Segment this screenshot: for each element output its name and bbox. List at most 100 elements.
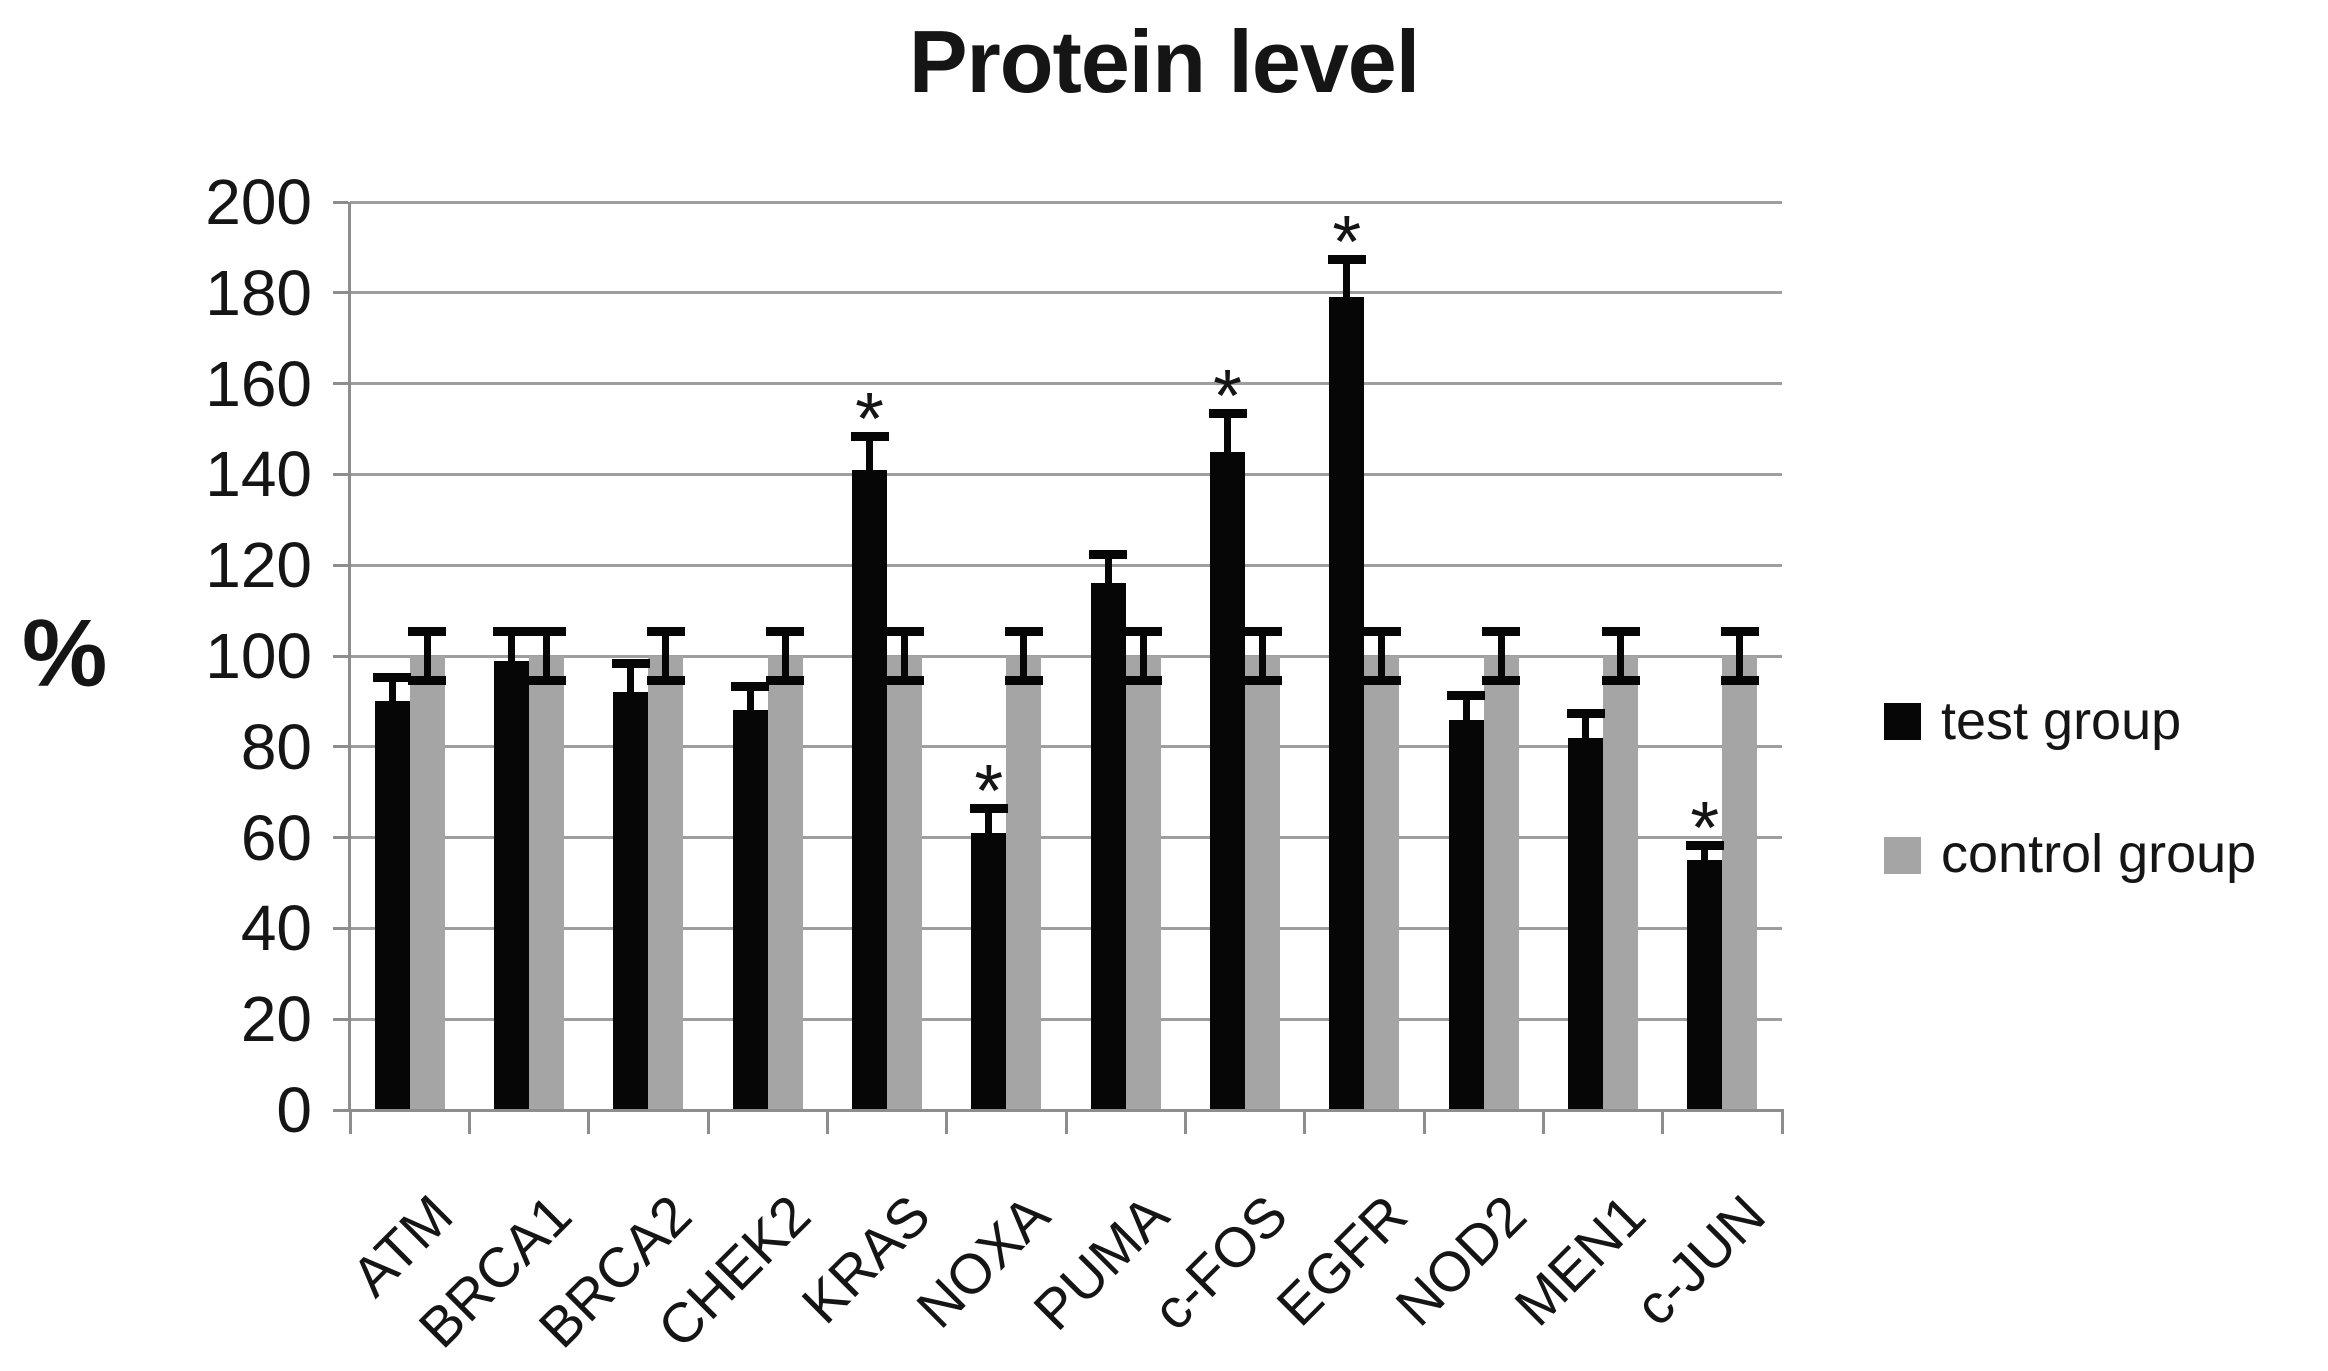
error-cap-top-control-BRCA2 xyxy=(646,627,685,637)
error-cap-bottom-control-BRCA2 xyxy=(646,675,685,685)
bar-test-NOD2 xyxy=(1448,719,1484,1110)
y-tick-label-140: 140 xyxy=(205,438,312,511)
error-stem-test-ATM xyxy=(388,678,396,702)
y-axis-tick-80 xyxy=(333,745,348,749)
error-cap-bottom-control-c-JUN xyxy=(1720,675,1759,685)
bar-control-BRCA1 xyxy=(529,656,564,1110)
bar-test-MEN1 xyxy=(1568,737,1603,1110)
x-axis-line xyxy=(348,1109,1784,1112)
y-tick-label-200: 200 xyxy=(205,166,312,238)
error-cap-bottom-control-NOD2 xyxy=(1482,675,1521,685)
gridline-120 xyxy=(350,563,1782,567)
y-axis-line xyxy=(348,202,351,1110)
x-axis-tick-9 xyxy=(1422,1110,1426,1134)
x-label-text-c-FOS: c-FOS xyxy=(1140,1182,1300,1342)
error-cap-bottom-control-ATM xyxy=(408,675,447,685)
bar-test-KRAS xyxy=(852,469,887,1110)
x-label-text-KRAS: KRAS xyxy=(789,1182,942,1336)
error-stem-test-NOD2 xyxy=(1462,696,1470,720)
control-group-swatch-icon xyxy=(1884,836,1921,874)
bar-control-KRAS xyxy=(887,656,922,1110)
y-axis-tick-40 xyxy=(333,926,348,930)
error-cap-top-control-ATM xyxy=(408,627,447,637)
error-cap-top-control-BRCA1 xyxy=(527,627,566,637)
bar-test-BRCA1 xyxy=(494,660,529,1110)
x-axis-tick-0 xyxy=(348,1110,352,1134)
bar-test-CHEK2 xyxy=(732,710,768,1110)
significance-star-c-JUN: * xyxy=(1690,785,1720,869)
error-stem-control-c-FOS xyxy=(1259,633,1266,679)
error-cap-top-control-CHEK2 xyxy=(766,627,805,637)
error-stem-control-PUMA xyxy=(1139,633,1147,679)
significance-star-EGFR: * xyxy=(1332,200,1362,284)
error-cap-top-control-KRAS xyxy=(885,627,924,637)
error-cap-top-test-KRAS xyxy=(850,432,889,442)
error-stem-test-KRAS xyxy=(866,438,873,470)
bar-test-c-FOS xyxy=(1210,451,1245,1110)
bar-control-NOXA xyxy=(1006,656,1042,1110)
gridline-200 xyxy=(350,200,1782,204)
error-stem-control-KRAS xyxy=(901,633,908,679)
x-axis-tick-11 xyxy=(1661,1110,1665,1134)
x-axis-tick-2 xyxy=(587,1110,591,1134)
error-stem-test-NOXA xyxy=(985,810,993,834)
y-axis-tick-0 xyxy=(333,1108,348,1112)
significance-star-NOXA: * xyxy=(974,749,1004,833)
y-axis-title: % xyxy=(22,600,108,707)
gridline-160 xyxy=(350,382,1782,386)
legend: test group control group xyxy=(1884,691,2256,885)
error-cap-top-test-EGFR xyxy=(1327,255,1366,265)
error-stem-control-BRCA2 xyxy=(662,633,670,679)
x-label-text-c-JUN: c-JUN xyxy=(1622,1182,1777,1338)
bar-control-EGFR xyxy=(1364,656,1400,1110)
error-cap-bottom-control-EGFR xyxy=(1362,675,1401,685)
error-stem-control-EGFR xyxy=(1378,633,1386,679)
x-label-text-EGFR: EGFR xyxy=(1264,1182,1419,1338)
y-axis-tick-160 xyxy=(333,382,348,386)
x-label-text-NOD2: NOD2 xyxy=(1383,1182,1539,1338)
error-cap-bottom-control-KRAS xyxy=(885,675,924,685)
y-tick-label-20: 20 xyxy=(240,983,312,1056)
test-group-swatch-icon xyxy=(1884,703,1921,741)
error-cap-top-test-MEN1 xyxy=(1566,709,1605,719)
y-tick-label-180: 180 xyxy=(205,256,312,329)
bar-test-c-JUN xyxy=(1687,860,1723,1110)
bar-control-BRCA2 xyxy=(648,656,684,1110)
error-stem-control-NOXA xyxy=(1020,633,1028,679)
error-stem-control-c-JUN xyxy=(1736,633,1744,679)
significance-star-KRAS: * xyxy=(855,377,884,461)
error-cap-top-test-CHEK2 xyxy=(731,681,770,691)
error-stem-control-NOD2 xyxy=(1497,633,1505,679)
error-cap-top-test-NOD2 xyxy=(1447,690,1486,700)
x-axis-tick-3 xyxy=(706,1110,710,1134)
error-stem-test-PUMA xyxy=(1104,556,1112,584)
error-cap-top-test-BRCA2 xyxy=(611,659,650,669)
y-axis-tick-200 xyxy=(333,200,348,204)
bar-test-EGFR xyxy=(1329,297,1365,1110)
error-cap-top-test-c-JUN xyxy=(1685,840,1724,850)
error-cap-top-test-BRCA1 xyxy=(492,627,531,637)
y-axis-tick-100 xyxy=(333,654,348,658)
bar-control-MEN1 xyxy=(1603,656,1638,1110)
y-axis-tick-140 xyxy=(333,472,348,476)
y-tick-label-80: 80 xyxy=(240,710,312,783)
error-cap-top-control-c-JUN xyxy=(1720,627,1759,637)
x-label-text-NOXA: NOXA xyxy=(903,1182,1061,1340)
bar-control-CHEK2 xyxy=(767,656,803,1110)
error-stem-control-BRCA1 xyxy=(543,633,550,679)
error-cap-bottom-control-CHEK2 xyxy=(766,675,805,685)
error-cap-bottom-control-BRCA1 xyxy=(527,675,566,685)
legend-item-control-group: control group xyxy=(1884,824,2256,884)
x-axis-tick-5 xyxy=(945,1110,949,1134)
y-tick-label-0: 0 xyxy=(276,1074,312,1146)
error-cap-bottom-control-PUMA xyxy=(1124,675,1163,685)
y-axis-tick-60 xyxy=(333,836,348,840)
error-cap-top-control-PUMA xyxy=(1124,627,1163,637)
y-axis-tick-120 xyxy=(333,563,348,567)
bar-control-PUMA xyxy=(1125,656,1161,1110)
bar-control-c-FOS xyxy=(1245,656,1280,1110)
error-stem-test-BRCA1 xyxy=(508,633,515,661)
x-axis-category-labels: ATM BRCA1 BRCA2 CHEK2 KRAS NOXA PUMA c-FOS EGFR N… xyxy=(339,1182,1782,1371)
error-cap-top-control-NOXA xyxy=(1004,627,1043,637)
